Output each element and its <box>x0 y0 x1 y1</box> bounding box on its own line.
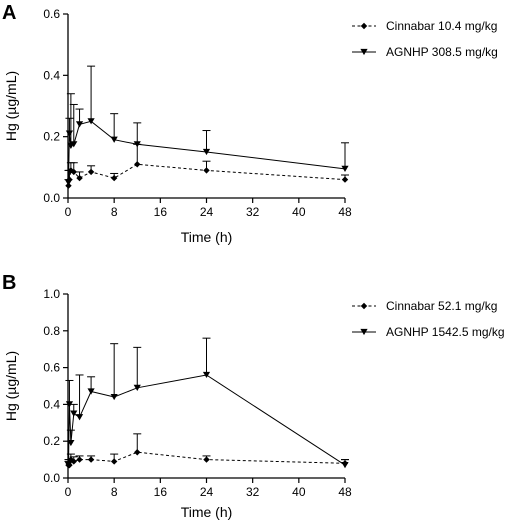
x-tick-label: 48 <box>338 485 352 499</box>
x-tick-label: 24 <box>200 485 214 499</box>
data-point <box>75 414 84 421</box>
x-tick-label: 16 <box>154 205 168 219</box>
legend-entry: AGNHP 308.5 mg/kg <box>352 45 498 59</box>
data-point <box>202 371 211 379</box>
data-point <box>134 449 141 456</box>
data-point <box>203 456 210 463</box>
data-point <box>202 148 211 156</box>
legend-label: Cinnabar 10.4 mg/kg <box>386 19 497 33</box>
series-cinnabar <box>64 433 349 469</box>
y-tick-label: 0.0 <box>43 191 60 205</box>
x-tick-label: 32 <box>246 205 260 219</box>
x-tick-label: 0 <box>65 485 72 499</box>
data-point <box>87 168 95 176</box>
legend-entry: Cinnabar 52.1 mg/kg <box>352 299 497 313</box>
y-tick-label: 0.6 <box>43 7 60 21</box>
data-point <box>75 121 84 128</box>
series-line <box>68 374 346 466</box>
panel-letter-b: B <box>2 272 16 294</box>
x-tick-label: 0 <box>65 205 72 219</box>
y-tick-label: 0.0 <box>43 471 60 485</box>
data-point <box>76 174 83 182</box>
legend-entry: Cinnabar 10.4 mg/kg <box>352 19 497 33</box>
data-point <box>341 462 349 469</box>
data-point <box>65 130 74 137</box>
y-axis-title: Hg (µg/mL) <box>3 351 19 421</box>
x-tick-label: 16 <box>154 485 168 499</box>
data-point <box>110 393 118 401</box>
data-point <box>64 462 73 469</box>
data-point <box>110 174 118 182</box>
data-point <box>70 458 77 465</box>
data-point <box>76 456 83 463</box>
x-tick-label: 24 <box>200 205 214 219</box>
data-point <box>341 165 349 172</box>
legend-label: Cinnabar 52.1 mg/kg <box>386 299 497 313</box>
x-tick-label: 32 <box>246 485 260 499</box>
series-line <box>68 120 346 183</box>
x-tick-label: 40 <box>292 485 306 499</box>
x-tick-label: 8 <box>111 485 118 499</box>
x-axis-title: Time (h) <box>181 504 233 520</box>
y-axis-title: Hg (µg/mL) <box>3 71 19 141</box>
data-point <box>87 456 95 463</box>
y-tick-label: 0.6 <box>43 361 60 375</box>
legend-marker <box>360 48 368 56</box>
x-axis-title: Time (h) <box>181 229 233 245</box>
data-point <box>110 136 118 143</box>
series-line <box>68 451 346 466</box>
data-point <box>87 388 95 395</box>
data-point <box>70 141 78 148</box>
series-line <box>68 163 346 186</box>
legend-marker <box>360 328 368 336</box>
data-point <box>67 439 75 447</box>
series-agnhp <box>64 65 349 186</box>
data-point <box>134 161 141 168</box>
data-point <box>341 176 349 183</box>
data-point <box>65 401 74 408</box>
legend-label: AGNHP 1542.5 mg/kg <box>386 325 505 339</box>
series-agnhp <box>64 337 349 469</box>
panel-b: B 0.0 0.2 0.4 0.6 0.8 1.0 0 8 16 24 32 40 48 Time (h)… <box>2 272 505 520</box>
data-point <box>64 179 73 186</box>
x-tick-label: 8 <box>111 205 118 219</box>
data-point <box>203 167 210 174</box>
data-point <box>133 141 141 148</box>
x-tick-label: 48 <box>338 205 352 219</box>
y-tick-label: 0.2 <box>43 130 60 144</box>
y-tick-label: 0.2 <box>43 434 60 448</box>
legend-entry: AGNHP 1542.5 mg/kg <box>352 325 505 339</box>
y-tick-label: 0.4 <box>43 68 60 82</box>
y-tick-label: 0.4 <box>43 397 60 411</box>
legend-label: AGNHP 308.5 mg/kg <box>386 45 498 59</box>
panel-letter-a: A <box>2 2 16 24</box>
y-tick-label: 0.8 <box>43 324 60 338</box>
data-point <box>133 384 141 391</box>
panel-a: A 0.0 0.2 0.4 0.6 0 8 16 24 32 40 48 Time (h) Hg (µg… <box>2 2 498 245</box>
y-tick-label: 1.0 <box>43 287 60 301</box>
data-point <box>70 410 78 417</box>
legend-marker <box>360 302 368 310</box>
data-point <box>87 118 95 125</box>
x-tick-label: 40 <box>292 205 306 219</box>
legend-marker <box>360 22 368 30</box>
data-point <box>110 458 118 465</box>
